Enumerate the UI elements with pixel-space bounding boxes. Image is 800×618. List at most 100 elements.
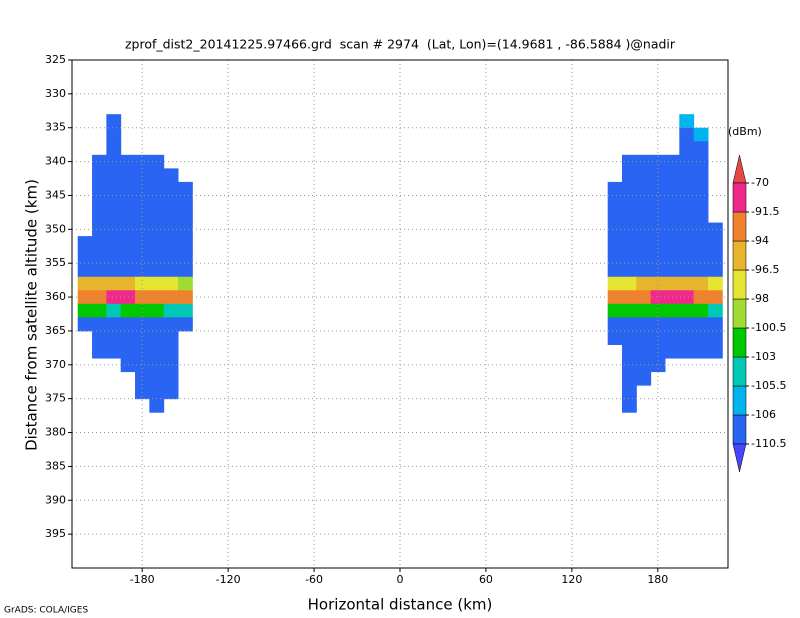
y-tick-label: 350 <box>45 222 66 235</box>
heatmap-cell <box>707 276 723 291</box>
heatmap-cell <box>92 344 107 359</box>
heatmap-cell <box>693 141 709 156</box>
heatmap-cell <box>92 168 107 183</box>
heatmap-cell <box>693 317 709 332</box>
heatmap-cell <box>163 317 179 332</box>
heatmap-cell <box>77 290 93 305</box>
heatmap-cell <box>149 330 165 345</box>
heatmap-cell <box>664 330 680 345</box>
heatmap-cell <box>120 168 136 183</box>
heatmap-cell <box>664 303 680 318</box>
heatmap-cell <box>679 290 695 305</box>
y-tick-label: 355 <box>45 256 66 269</box>
heatmap-cell <box>693 344 709 359</box>
colorbar-box <box>732 298 747 329</box>
heatmap-cell <box>693 249 709 264</box>
heatmap-cell <box>135 371 150 386</box>
heatmap-cell <box>106 168 122 183</box>
heatmap-cell <box>664 276 680 291</box>
heatmap-cell <box>163 222 179 237</box>
heatmap-cell <box>163 195 179 210</box>
heatmap-cell <box>679 141 695 156</box>
heatmap-cell <box>77 236 93 251</box>
heatmap-cell <box>607 209 623 224</box>
heatmap-cell <box>636 154 652 169</box>
heatmap-cell <box>664 249 680 264</box>
heatmap-cell <box>707 236 723 251</box>
heatmap-cell <box>636 344 652 359</box>
y-tick-label: 360 <box>45 290 66 303</box>
heatmap-cell <box>135 330 150 345</box>
heatmap-cell <box>622 181 637 196</box>
heatmap-cell <box>135 263 150 278</box>
heatmap-cell <box>120 263 136 278</box>
heatmap-cell <box>693 236 709 251</box>
heatmap-cell <box>622 276 637 291</box>
heatmap-cell <box>92 290 107 305</box>
heatmap-cell <box>650 236 666 251</box>
colorbar-box <box>732 356 747 387</box>
heatmap-cell <box>177 290 193 305</box>
heatmap-cell <box>77 303 93 318</box>
heatmap-cell <box>607 181 623 196</box>
heatmap-cell <box>177 317 193 332</box>
heatmap-cell <box>135 358 150 373</box>
y-tick-label: 390 <box>45 493 66 506</box>
heatmap-cell <box>636 195 652 210</box>
heatmap-cell <box>149 303 165 318</box>
heatmap-cell <box>92 249 107 264</box>
colorbar-tick-label: -110.5 <box>751 437 786 450</box>
heatmap-cell <box>636 236 652 251</box>
heatmap-cell <box>707 290 723 305</box>
heatmap-cell <box>650 358 666 373</box>
heatmap-cell <box>106 154 122 169</box>
heatmap-cell <box>149 195 165 210</box>
heatmap-cell <box>636 371 652 386</box>
heatmap-cell <box>177 236 193 251</box>
heatmap-cell <box>149 181 165 196</box>
heatmap-cell <box>693 303 709 318</box>
heatmap-cell <box>177 276 193 291</box>
heatmap-cell <box>106 181 122 196</box>
heatmap-cell <box>622 385 637 400</box>
colorbar-box <box>732 182 747 213</box>
heatmap-cell <box>636 263 652 278</box>
heatmap-cell <box>149 371 165 386</box>
heatmap-cell <box>693 276 709 291</box>
heatmap-cell <box>650 263 666 278</box>
heatmap-cell <box>177 181 193 196</box>
colorbar-box <box>732 414 747 445</box>
heatmap-cell <box>636 209 652 224</box>
heatmap-cell <box>177 263 193 278</box>
plot-frame <box>71 59 729 569</box>
heatmap-cell <box>679 303 695 318</box>
heatmap-cell <box>679 154 695 169</box>
heatmap-cell <box>163 344 179 359</box>
y-tick-label: 340 <box>45 155 66 168</box>
colorbar-box <box>732 385 747 416</box>
heatmap-cell <box>106 290 122 305</box>
heatmap-cell <box>636 222 652 237</box>
heatmap-cell <box>679 249 695 264</box>
heatmap-cell <box>607 236 623 251</box>
heatmap-cell <box>607 303 623 318</box>
heatmap-cell <box>707 317 723 332</box>
heatmap-cell <box>163 330 179 345</box>
x-tick-label: -120 <box>216 573 241 586</box>
y-tick-label: 330 <box>45 87 66 100</box>
heatmap-cell <box>622 303 637 318</box>
heatmap-cell <box>607 276 623 291</box>
colorbar-tick-label: -100.5 <box>751 321 786 334</box>
heatmap-cell <box>664 317 680 332</box>
heatmap-cell <box>693 168 709 183</box>
heatmap-cell <box>77 249 93 264</box>
y-tick-label: 370 <box>45 358 66 371</box>
heatmap-cell <box>149 385 165 400</box>
heatmap-cell <box>92 209 107 224</box>
heatmap-cell <box>120 236 136 251</box>
heatmap-cell <box>106 195 122 210</box>
heatmap-cell <box>679 236 695 251</box>
heatmap-cell <box>650 290 666 305</box>
